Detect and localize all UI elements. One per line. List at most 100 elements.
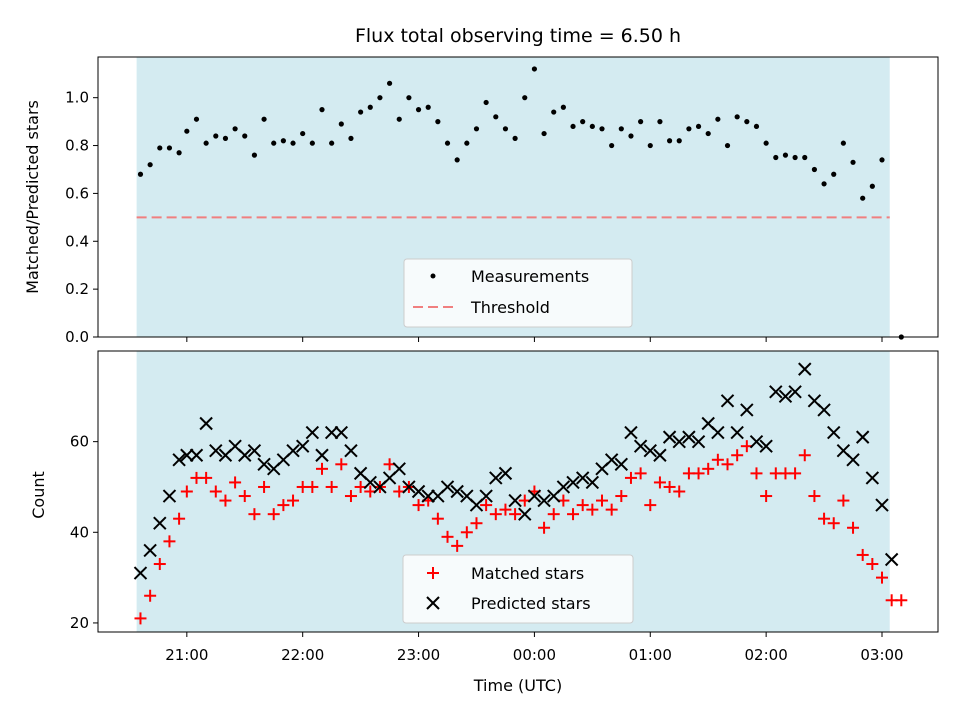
measurement-point	[773, 154, 779, 161]
measurement-point	[666, 138, 673, 144]
matched-star-point	[344, 490, 357, 503]
predicted-star-point	[324, 425, 339, 440]
measurement-point	[157, 145, 163, 151]
predicted-star-point	[604, 453, 619, 467]
measurement-point	[329, 140, 335, 146]
matched-star-point	[277, 499, 290, 512]
predicted-star-point	[759, 439, 773, 453]
x-tick-label: 02:00	[745, 646, 788, 664]
matched-star-point	[325, 480, 338, 493]
measurement-point	[609, 142, 615, 149]
measurement-point	[782, 152, 789, 158]
predicted-star-point	[189, 448, 204, 462]
predicted-star-point	[199, 416, 213, 431]
matched-star-point	[644, 499, 657, 512]
top-y-tick-label: 0.0	[65, 328, 89, 346]
measurement-point	[435, 119, 441, 125]
matched-star-point	[818, 512, 831, 525]
predicted-star-point	[875, 498, 889, 512]
measurement-point	[203, 140, 209, 146]
matched-star-point	[538, 521, 551, 534]
matched-star-point	[837, 494, 850, 507]
matched-star-point	[866, 558, 879, 571]
matched-star-point	[605, 503, 618, 516]
matched-star-point	[547, 508, 560, 521]
predicted-star-point	[566, 475, 580, 490]
measurement-point	[744, 119, 750, 125]
measurement-point	[821, 181, 827, 187]
measurement-point	[618, 126, 624, 132]
measurement-point	[638, 119, 644, 125]
predicted-star-point	[527, 489, 542, 503]
measurement-point	[512, 135, 518, 141]
measurement-point	[869, 183, 875, 189]
matched-star-point	[335, 458, 348, 471]
measurement-point	[580, 119, 586, 125]
measurement-point	[454, 157, 460, 163]
measurement-point	[657, 119, 663, 125]
predicted-star-point	[257, 457, 271, 472]
measurement-point	[705, 130, 711, 137]
measurement-point	[348, 135, 354, 141]
measurement-point	[444, 140, 451, 146]
legend-threshold-label: Threshold	[470, 298, 550, 317]
predicted-star-point	[575, 471, 590, 485]
measurement-point	[261, 116, 267, 122]
predicted-star-point	[411, 484, 426, 499]
measurement-point	[176, 150, 182, 156]
measurement-point	[367, 104, 373, 110]
measurement-point	[531, 66, 538, 72]
predicted-star-point	[238, 448, 252, 462]
measurement-point	[184, 128, 190, 134]
bottom-y-axis-label: Count	[29, 471, 48, 519]
measurement-point	[377, 95, 383, 101]
matched-star-point	[287, 494, 300, 507]
legend-predicted-label: Predicted stars	[471, 594, 591, 613]
top-y-tick-label: 0.2	[65, 280, 89, 298]
predicted-star-point	[180, 448, 194, 462]
predicted-star-point	[798, 362, 812, 376]
predicted-star-point	[479, 489, 493, 503]
predicted-star-point	[421, 489, 435, 503]
predicted-star-point	[730, 425, 744, 440]
predicted-star-point	[172, 453, 186, 467]
measurement-point	[831, 171, 837, 177]
predicted-star-point	[556, 480, 571, 494]
matched-star-point	[798, 449, 811, 462]
predicted-star-point	[153, 516, 167, 530]
predicted-star-point	[402, 480, 416, 494]
x-tick-label: 00:00	[513, 646, 556, 664]
measurement-point	[193, 116, 200, 122]
matched-star-point	[827, 517, 840, 530]
measurement-point	[280, 138, 286, 144]
predicted-star-point	[778, 389, 793, 404]
predicted-star-point	[305, 425, 320, 440]
measurement-point	[792, 154, 798, 161]
matched-star-point	[596, 494, 608, 507]
measurement-point	[483, 99, 489, 106]
matched-star-point	[258, 480, 271, 493]
predicted-star-point	[884, 552, 899, 567]
measurement-point	[464, 140, 470, 146]
x-tick-label: 03:00	[860, 646, 903, 664]
measurement-point	[676, 138, 682, 144]
measurement-point	[271, 140, 277, 146]
matched-star-point	[306, 480, 319, 493]
predicted-star-point	[788, 385, 802, 399]
matched-star-point	[499, 503, 512, 516]
matched-star-point	[509, 508, 522, 521]
measurement-point	[628, 133, 634, 139]
predicted-star-point	[133, 566, 148, 580]
matched-star-point	[895, 594, 908, 607]
matched-star-point	[316, 462, 328, 475]
legend-measurements-label: Measurements	[471, 267, 589, 286]
predicted-star-point	[633, 439, 648, 453]
measurement-point	[589, 123, 595, 130]
predicted-star-point	[209, 444, 223, 458]
matched-star-point	[163, 535, 176, 548]
top-axes-frame	[97, 56, 939, 338]
measurement-point	[425, 104, 431, 110]
matched-star-point	[180, 485, 193, 498]
matched-star-point	[480, 499, 493, 512]
